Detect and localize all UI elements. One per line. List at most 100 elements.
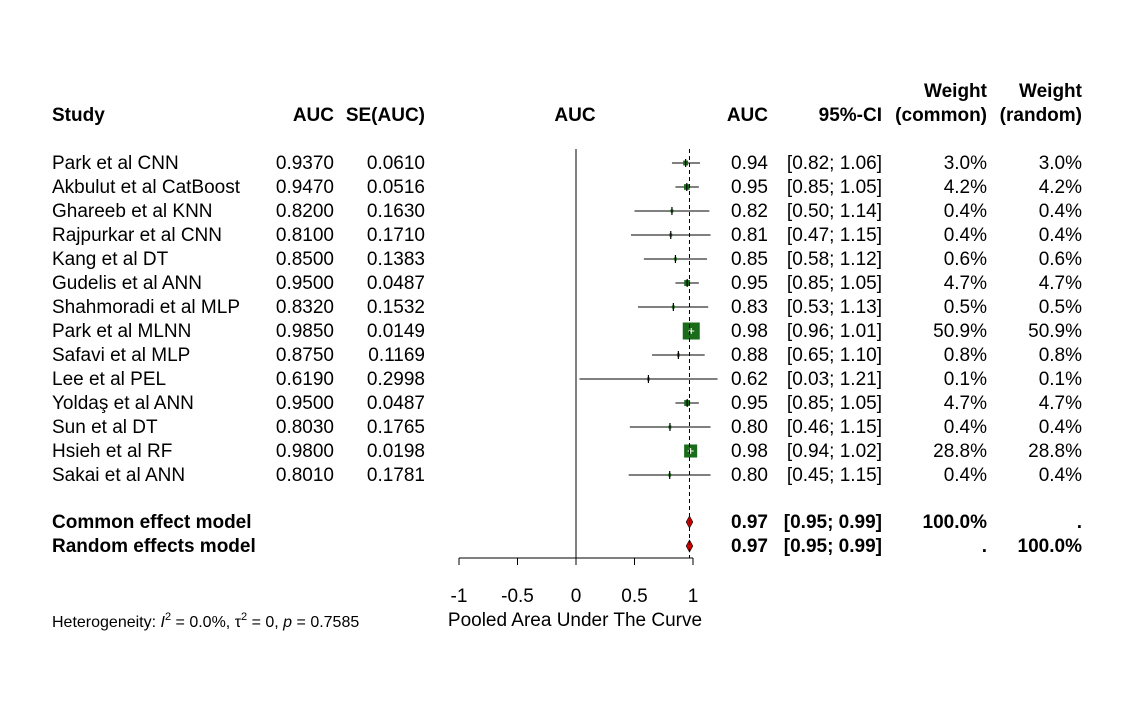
heterogeneity-text: Heterogeneity: I2 = 0.0%, τ2 = 0, p = 0.… bbox=[52, 611, 359, 631]
study-se: 0.0487 bbox=[367, 273, 425, 294]
study-auc: 0.9500 bbox=[276, 273, 334, 294]
study-auc: 0.8010 bbox=[276, 465, 334, 486]
pooled-ci: [0.95; 0.99] bbox=[784, 512, 882, 533]
study-ci: [0.50; 1.14] bbox=[787, 201, 882, 222]
study-auc: 0.9800 bbox=[276, 441, 334, 462]
study-se: 0.0610 bbox=[367, 153, 425, 174]
i2-superscript: 2 bbox=[165, 611, 171, 623]
study-estimate: 0.98 bbox=[731, 321, 768, 342]
study-row: Hsieh et al RF 0.9800 0.0198 0.98 [0.94; 1.0… bbox=[52, 441, 1082, 462]
study-ci: [0.47; 1.15] bbox=[787, 225, 882, 246]
p-value: = 0.7585 bbox=[292, 614, 359, 631]
header-auc: AUC bbox=[293, 105, 334, 126]
study-estimate: 0.98 bbox=[731, 441, 768, 462]
study-ci: [0.65; 1.10] bbox=[787, 345, 882, 366]
study-name: Safavi et al MLP bbox=[52, 345, 190, 366]
study-se: 0.1383 bbox=[367, 249, 425, 270]
study-weight-random: 4.2% bbox=[1039, 177, 1082, 198]
study-weight-common: 0.4% bbox=[944, 417, 987, 438]
study-weight-common: 0.4% bbox=[944, 465, 987, 486]
tau2-value: = 0, bbox=[247, 614, 283, 631]
study-ci: [0.03; 1.21] bbox=[787, 369, 882, 390]
study-weight-random: 0.4% bbox=[1039, 201, 1082, 222]
pooled-weight-common: 100.0% bbox=[923, 512, 988, 533]
study-estimate: 0.80 bbox=[731, 417, 768, 438]
study-weight-common: 0.5% bbox=[944, 297, 987, 318]
study-auc: 0.6190 bbox=[276, 369, 334, 390]
study-auc: 0.8320 bbox=[276, 297, 334, 318]
study-ci: [0.58; 1.12] bbox=[787, 249, 882, 270]
pooled-row: Random effects model 0.97 [0.95; 0.99]. 100… bbox=[52, 536, 1082, 557]
header-se: SE(AUC) bbox=[346, 105, 425, 126]
x-tick-label: 0.5 bbox=[621, 586, 647, 607]
study-weight-random: 0.4% bbox=[1039, 225, 1082, 246]
study-name: Yoldaş et al ANN bbox=[52, 393, 194, 414]
pooled-weight-random: 100.0% bbox=[1018, 536, 1083, 557]
study-row: Rajpurkar et al CNN 0.8100 0.1710 0.81 [0.47… bbox=[52, 225, 1082, 246]
pooled-diamond bbox=[685, 539, 694, 553]
study-weight-random: 28.8% bbox=[1028, 441, 1082, 462]
study-estimate: 0.82 bbox=[731, 201, 768, 222]
study-estimate: 0.83 bbox=[731, 297, 768, 318]
study-ci: [0.85; 1.05] bbox=[787, 177, 882, 198]
study-name: Shahmoradi et al MLP bbox=[52, 297, 240, 318]
study-se: 0.0487 bbox=[367, 393, 425, 414]
study-row: Sun et al DT 0.8030 0.1765 0.80 [0.46; 1.15]… bbox=[52, 417, 1082, 438]
header-row: Study AUC SE(AUC) AUC AUC 95%-CI Weight … bbox=[52, 81, 1083, 126]
header-est: AUC bbox=[727, 105, 768, 126]
header-weight-common-2: (common) bbox=[895, 105, 987, 126]
header-ci: 95%-CI bbox=[819, 105, 882, 126]
i2-value: = 0.0%, bbox=[171, 614, 235, 631]
study-auc: 0.8030 bbox=[276, 417, 334, 438]
study-estimate: 0.94 bbox=[731, 153, 768, 174]
study-se: 0.0149 bbox=[367, 321, 425, 342]
study-weight-common: 0.1% bbox=[944, 369, 987, 390]
x-tick-label: -1 bbox=[451, 586, 468, 607]
study-ci: [0.45; 1.15] bbox=[787, 465, 882, 486]
study-se: 0.0198 bbox=[367, 441, 425, 462]
pooled-estimate: 0.97 bbox=[731, 512, 768, 533]
pooled-ci: [0.95; 0.99] bbox=[784, 536, 882, 557]
study-se: 0.1532 bbox=[367, 297, 425, 318]
study-estimate: 0.62 bbox=[731, 369, 768, 390]
study-estimate: 0.95 bbox=[731, 273, 768, 294]
study-se: 0.1765 bbox=[367, 417, 425, 438]
study-weight-common: 0.4% bbox=[944, 225, 987, 246]
x-tick-label: 1 bbox=[688, 586, 699, 607]
study-ci: [0.46; 1.15] bbox=[787, 417, 882, 438]
study-name: Park et al CNN bbox=[52, 153, 179, 174]
study-row: Akbulut et al CatBoost 0.9470 0.0516 0.95 [0… bbox=[52, 177, 1082, 198]
study-estimate: 0.95 bbox=[731, 177, 768, 198]
x-tick-label: -0.5 bbox=[501, 586, 534, 607]
study-se: 0.1710 bbox=[367, 225, 425, 246]
study-weight-random: 0.6% bbox=[1039, 249, 1082, 270]
study-auc: 0.8750 bbox=[276, 345, 334, 366]
study-weight-common: 4.7% bbox=[944, 273, 987, 294]
study-name: Rajpurkar et al CNN bbox=[52, 225, 222, 246]
heterogeneity-prefix: Heterogeneity: bbox=[52, 614, 161, 631]
study-name: Sakai et al ANN bbox=[52, 465, 185, 486]
study-weight-random: 0.8% bbox=[1039, 345, 1082, 366]
pooled-weight-common: . bbox=[982, 536, 987, 557]
pooled-model-name: Common effect model bbox=[52, 512, 252, 533]
header-plot: AUC bbox=[554, 105, 595, 126]
study-row: Park et al CNN 0.9370 0.0610 0.94 [0.82; 1.0… bbox=[52, 153, 1082, 174]
header-weight-random-1: Weight bbox=[1019, 81, 1083, 102]
study-row: Shahmoradi et al MLP 0.8320 0.1532 0.83 [0.5… bbox=[52, 297, 1082, 318]
study-name: Gudelis et al ANN bbox=[52, 273, 202, 294]
pooled-estimate: 0.97 bbox=[731, 536, 768, 557]
study-auc: 0.9850 bbox=[276, 321, 334, 342]
study-weight-common: 0.6% bbox=[944, 249, 987, 270]
study-rows: Park et al CNN 0.9370 0.0610 0.94 [0.82; 1.0… bbox=[52, 153, 1082, 486]
study-auc: 0.8500 bbox=[276, 249, 334, 270]
pooled-model-name: Random effects model bbox=[52, 536, 256, 557]
study-se: 0.1781 bbox=[367, 465, 425, 486]
pooled-rows: Common effect model 0.97 [0.95; 0.99] 100.0… bbox=[52, 512, 1082, 557]
study-estimate: 0.88 bbox=[731, 345, 768, 366]
study-name: Ghareeb et al KNN bbox=[52, 201, 213, 222]
pooled-weight-random: . bbox=[1077, 512, 1082, 533]
pooled-row: Common effect model 0.97 [0.95; 0.99] 100.0… bbox=[52, 512, 1082, 533]
study-ci: [0.53; 1.13] bbox=[787, 297, 882, 318]
study-weight-common: 50.9% bbox=[933, 321, 987, 342]
